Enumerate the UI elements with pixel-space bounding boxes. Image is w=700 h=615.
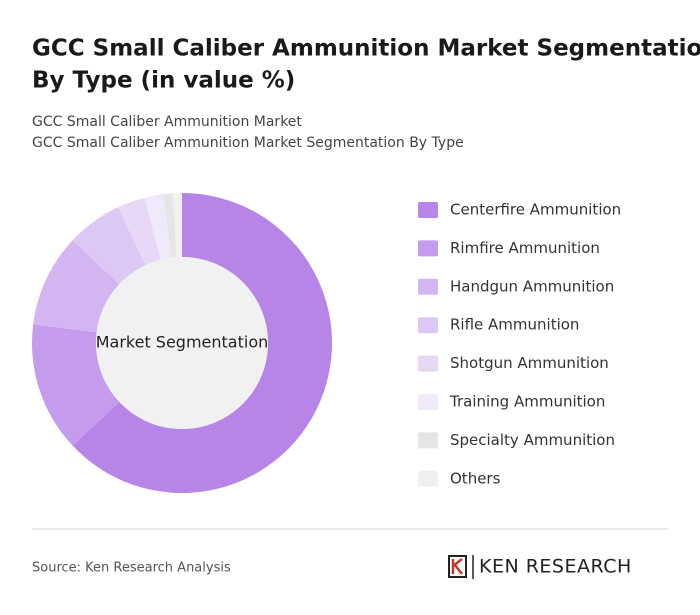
legend-swatch (418, 470, 438, 487)
logo-icon (448, 555, 474, 579)
source: Source: Ken Research Analysis (32, 561, 231, 576)
center-label: Market Segmentation (96, 333, 269, 352)
donut-segment (172, 193, 182, 258)
legend-label: Handgun Ammunition (450, 277, 614, 295)
legend-label: Shotgun Ammunition (450, 354, 609, 372)
subtitle: GCC Small Caliber Ammunition Market (32, 114, 302, 130)
legend-label: Specialty Ammunition (450, 431, 615, 449)
donut-segment (144, 194, 172, 260)
logo-text: KEN RESEARCH (479, 556, 632, 578)
legend-swatch (418, 394, 438, 410)
legend: Centerfire Ammunition Rimfire Ammunition H… (418, 201, 621, 487)
legend-swatch (418, 355, 438, 372)
donut-segment (118, 197, 161, 266)
legend-label: Centerfire Ammunition (450, 201, 621, 219)
chart-title: GCC Small Caliber Ammunition Market Segm… (32, 36, 700, 62)
donut-segment (72, 207, 146, 285)
legend-label: Training Ammunition (449, 393, 605, 411)
legend-label: Rimfire Ammunition (450, 239, 600, 257)
donut-segment (32, 324, 120, 446)
legend-swatch (418, 278, 438, 295)
legend-swatch (418, 202, 438, 218)
chart-title: By Type (in value %) (32, 68, 295, 94)
donut-hole (96, 257, 268, 429)
legend-label: Rifle Ammunition (450, 316, 579, 334)
legend-swatch (418, 240, 438, 257)
legend-swatch (418, 432, 438, 449)
donut (32, 193, 333, 494)
donut-segment (33, 240, 120, 333)
donut-segment (163, 193, 177, 258)
donut-segment (72, 193, 333, 494)
legend-label: Others (450, 469, 501, 487)
subtitle: GCC Small Caliber Ammunition Market Segm… (32, 135, 464, 151)
legend-swatch (418, 317, 438, 334)
